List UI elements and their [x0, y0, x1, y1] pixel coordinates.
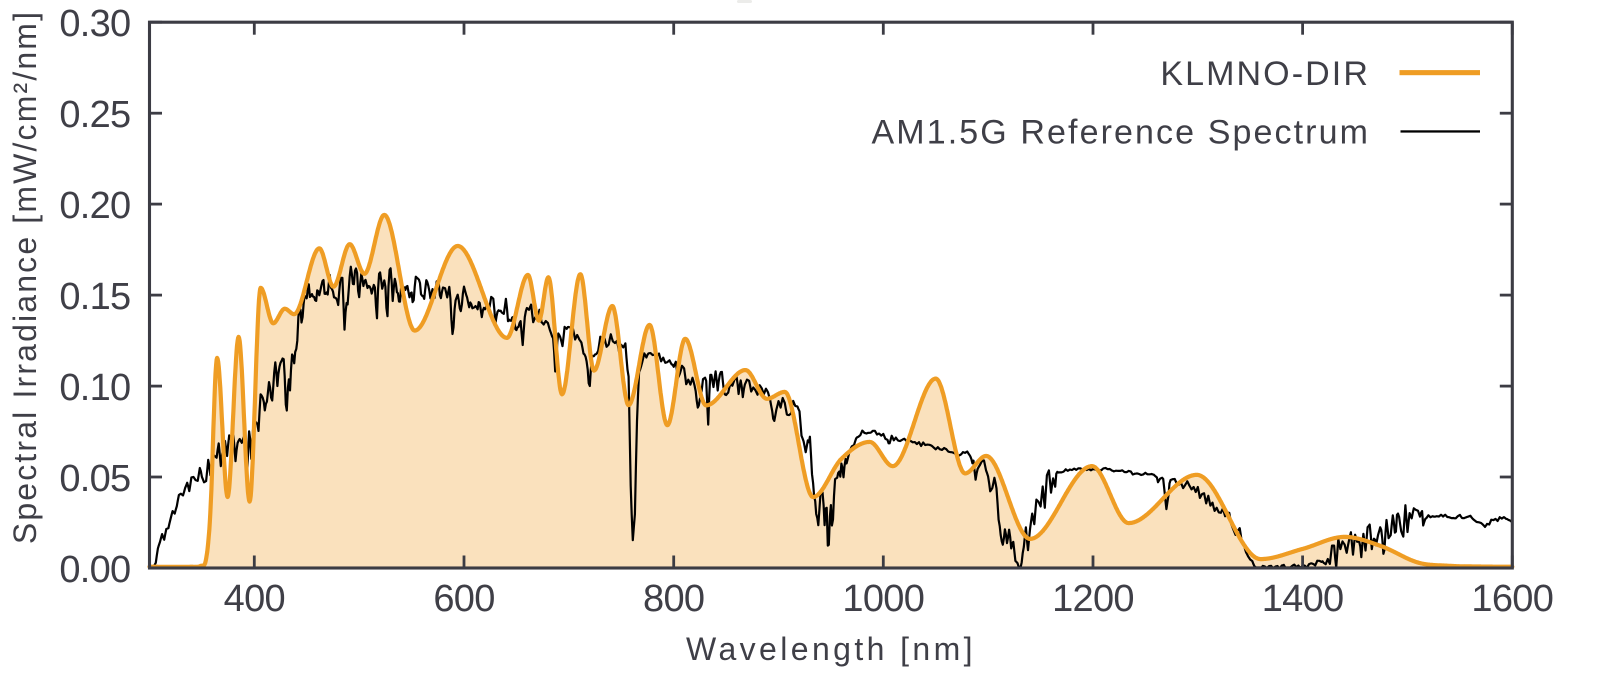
svg-text:1600: 1600: [1471, 578, 1553, 620]
svg-text:0.05: 0.05: [59, 458, 130, 500]
svg-text:AM1.5G Reference Spectrum: AM1.5G Reference Spectrum: [872, 114, 1370, 152]
svg-text:800: 800: [643, 578, 704, 620]
svg-text:400: 400: [224, 578, 285, 620]
svg-text:0.25: 0.25: [59, 94, 130, 136]
svg-text:Wavelength [nm]: Wavelength [nm]: [686, 631, 976, 667]
svg-text:600: 600: [433, 578, 494, 620]
svg-text:Spectral Irradiance [mW/cm²/nm: Spectral Irradiance [mW/cm²/nm]: [7, 10, 43, 544]
svg-text:KLMNO-DIR: KLMNO-DIR: [1160, 55, 1370, 93]
svg-text:0.10: 0.10: [59, 367, 130, 409]
svg-text:0.30: 0.30: [59, 3, 130, 45]
svg-text:1000: 1000: [842, 578, 924, 620]
svg-text:0.20: 0.20: [59, 185, 130, 227]
svg-text:1200: 1200: [1052, 578, 1134, 620]
svg-text:0.15: 0.15: [59, 276, 130, 318]
svg-text:0.00: 0.00: [59, 549, 130, 591]
svg-text:1400: 1400: [1262, 578, 1344, 620]
